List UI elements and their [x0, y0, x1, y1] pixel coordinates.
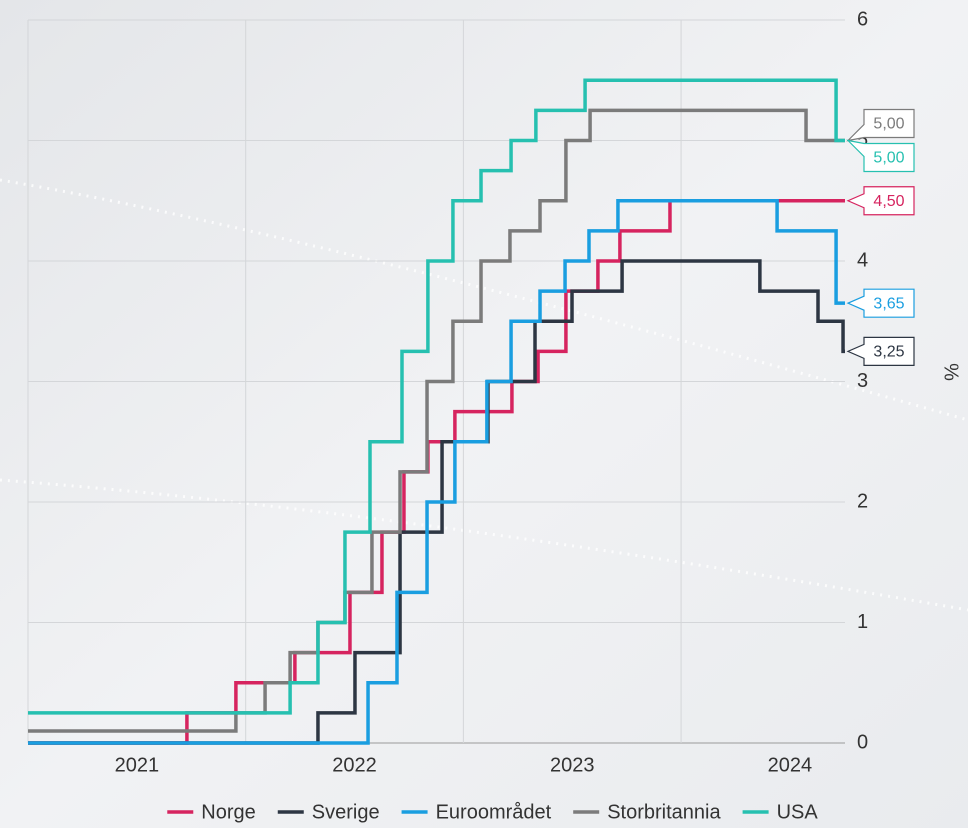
callout-label: 3,65	[873, 295, 904, 312]
legend-label: USA	[777, 801, 819, 823]
callout-label: 3,25	[873, 344, 904, 361]
series-line	[28, 78, 845, 715]
series-line	[28, 199, 845, 745]
y-tick-label: 5	[857, 129, 868, 151]
callout-label: 5,00	[873, 150, 904, 167]
legend-label: Norge	[201, 801, 255, 823]
series-line	[28, 259, 845, 745]
callout-box	[846, 336, 915, 366]
callout-box	[846, 139, 915, 173]
y-tick-label: 0	[857, 731, 868, 753]
y-tick-label: 3	[857, 370, 868, 392]
callout-box	[846, 186, 915, 216]
y-tick-label: 2	[857, 490, 868, 512]
legend-label: Storbritannia	[607, 801, 721, 823]
x-tick-label: 2024	[768, 754, 813, 776]
decoration	[0, 478, 968, 612]
x-tick-label: 2021	[115, 754, 160, 776]
y-axis-label: %	[940, 363, 962, 381]
y-tick-label: 1	[857, 611, 868, 633]
x-tick-label: 2022	[332, 754, 377, 776]
decoration	[0, 178, 968, 422]
callout-label: 5,00	[873, 116, 904, 133]
series-line	[28, 108, 845, 733]
y-tick-label: 6	[857, 8, 868, 30]
legend-label: Sverige	[312, 801, 380, 823]
x-tick-label: 2023	[550, 754, 595, 776]
legend: Norge Sverige Euroområdet Storbritannia USA	[167, 801, 818, 823]
callout-label: 4,50	[873, 193, 904, 210]
callout-box	[846, 108, 915, 142]
y-tick-label: 4	[857, 249, 868, 271]
callout-box	[846, 288, 915, 318]
legend-label: Euroområdet	[436, 801, 552, 823]
